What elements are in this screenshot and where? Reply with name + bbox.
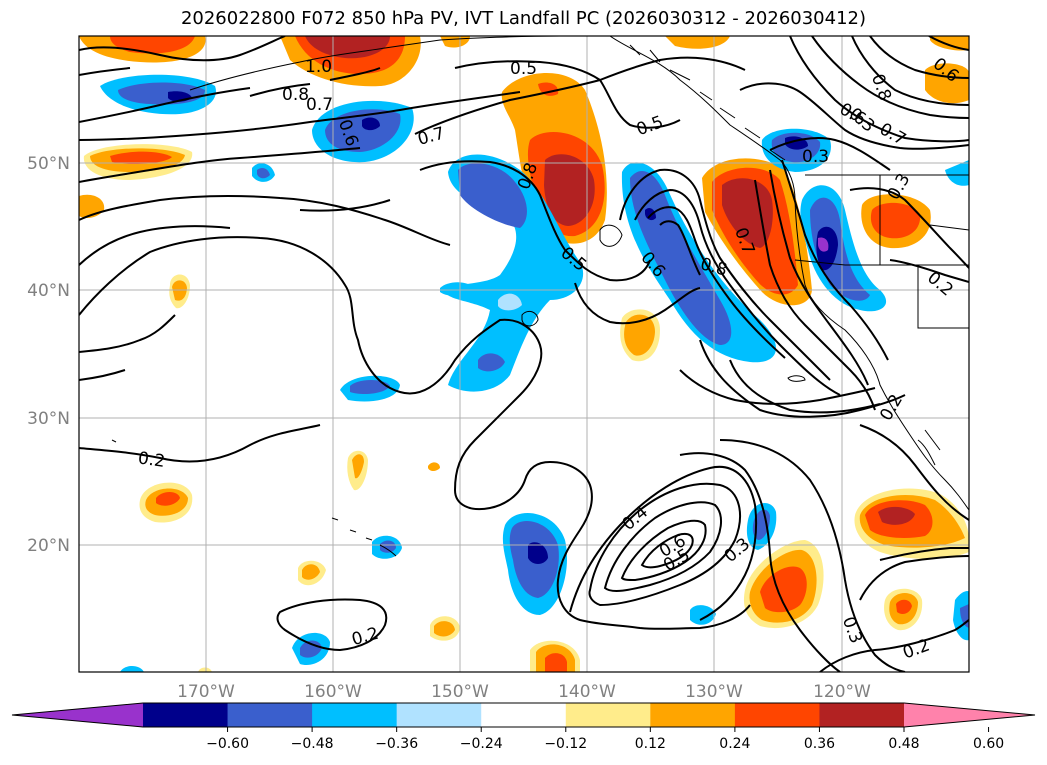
colorbar-extend-max [904,703,1035,727]
lon-label: 150°W [431,682,489,702]
contour-label: 0.8 [282,85,309,105]
anomaly-negative [458,163,527,228]
contour-label: 0.3 [802,147,829,167]
lon-label: 120°W [813,682,871,702]
anomaly-negative [120,666,144,672]
anomaly-positive [624,314,655,356]
contour-label: 0.5 [510,59,537,79]
lon-label: 170°W [177,682,235,702]
pv-anomaly-shading [79,36,969,672]
lat-label: 40°N [27,281,70,301]
colorbar-extend-min [12,703,143,727]
lat-label: 50°N [27,154,70,174]
colorbar-tick-label: −0.24 [460,736,503,752]
colorbar-segment [819,703,905,727]
anomaly-negative [690,605,716,625]
contour-label: 1.0 [305,57,332,77]
colorbar-tick-label: 0.60 [973,736,1004,752]
map-title: 2026022800 F072 850 hPa PV, IVT Landfall… [180,8,867,29]
lon-label: 160°W [304,682,362,702]
coastlines [111,36,969,557]
lon-label: 130°W [685,682,743,702]
colorbar-segment [565,703,651,727]
anomaly-negative [478,353,505,372]
colorbar-tick-label: −0.48 [291,736,334,752]
colorbar-tick-label: −0.60 [206,736,249,752]
colorbar-tick-label: 0.24 [719,736,750,752]
latitude-labels: 50°N 40°N 30°N 20°N [27,154,70,556]
colorbar-segment [312,703,398,727]
anomaly-negative [818,237,829,252]
anomaly-negative [440,282,476,297]
anomaly-positive [544,154,595,226]
map-content: 1.0 0.5 0.8 0.7 0.6 0.7 0.5 0.8 0.3 0.5 … [79,36,969,672]
anomaly-positive [156,492,180,506]
longitude-labels: 170°W 160°W 150°W 140°W 130°W 120°W [177,682,871,702]
anomaly-positive [722,178,773,248]
anomaly-negative [350,380,390,394]
anomaly-positive [925,63,969,104]
anomaly-negative [257,167,270,179]
colorbar-tick-label: 0.48 [888,736,919,752]
anomaly-negative [118,82,205,105]
anomaly-positive [545,653,567,672]
colorbar-segment [227,703,313,727]
colorbar-segment [734,703,820,727]
colorbar-outline [11,702,1036,728]
anomaly-negative [325,109,401,152]
anomaly-positive [870,202,921,239]
anomaly-positive [302,564,320,580]
anomaly-positive [198,667,212,672]
anomaly-negative [362,117,380,131]
anomaly-negative [300,640,322,658]
lon-label: 140°W [558,682,616,702]
anomaly-positive [896,599,912,614]
contour-label: 0.7 [306,95,333,115]
anomaly-positive [305,36,390,59]
anomaly-positive [428,462,440,471]
colorbar: −0.60 −0.48 −0.36 −0.24 −0.12 0.12 0.24 0.36 0.4… [11,702,1036,752]
colorbar-tick-label: 0.36 [804,736,835,752]
anomaly-positive [110,151,172,165]
map-frame [78,35,970,673]
anomaly-positive [930,36,969,51]
anomaly-negative [380,540,396,553]
lat-label: 20°N [27,536,70,556]
anomaly-positive [878,506,915,525]
anomaly-positive [760,566,807,613]
colorbar-segment [481,703,567,727]
anomaly-negative [498,293,522,311]
colorbar-tick-label: −0.36 [375,736,418,752]
colorbar-tick-label: −0.12 [544,736,587,752]
anomaly-positive [352,454,364,479]
colorbar-segment [143,703,229,727]
colorbar-segment [650,703,736,727]
colorbar-tick-label: 0.12 [635,736,666,752]
colorbar-segment [396,703,482,727]
anomaly-negative [528,542,548,564]
anomaly-positive [172,280,187,301]
contour-label: 0.2 [137,448,167,472]
anomaly-negative [945,160,969,186]
lat-label: 30°N [27,409,70,429]
anomaly-negative [445,154,584,392]
pv-contours [79,36,969,672]
anomaly-positive [434,621,455,637]
